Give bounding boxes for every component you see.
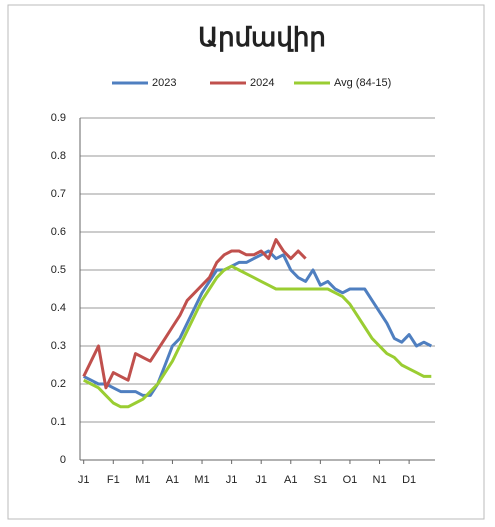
y-tick-label: 0.3 [51,340,66,352]
y-tick-label: 0 [60,454,66,466]
x-tick-label: M1 [135,474,150,486]
x-tick-label: A1 [284,474,297,486]
x-tick-label: M1 [194,474,209,486]
legend-label: Avg (84-15) [334,77,391,89]
x-tick-label: F1 [107,474,120,486]
x-tick-label: J1 [78,474,90,486]
x-tick-label: J1 [226,474,238,486]
series-line [82,238,307,390]
legend-label: 2024 [250,77,274,89]
y-tick-label: 0.7 [51,188,66,200]
x-tick-label: S1 [314,474,327,486]
y-tick-label: 0.1 [51,416,66,428]
y-tick-label: 0.6 [51,226,66,238]
x-tick-label: D1 [402,474,416,486]
x-tick-label: O1 [343,474,358,486]
x-tick-label: N1 [373,474,387,486]
y-tick-label: 0.8 [51,150,66,162]
y-tick-label: 0.2 [51,378,66,390]
y-tick-label: 0.4 [51,302,66,314]
x-tick-label: A1 [166,474,179,486]
legend-label: 2023 [152,77,176,89]
chart-title: Արմավիր [198,23,326,52]
y-tick-label: 0.5 [51,264,66,276]
y-tick-label: 0.9 [51,112,66,124]
series-line [83,264,432,409]
x-tick-label: J1 [255,474,267,486]
series-line [83,249,432,397]
